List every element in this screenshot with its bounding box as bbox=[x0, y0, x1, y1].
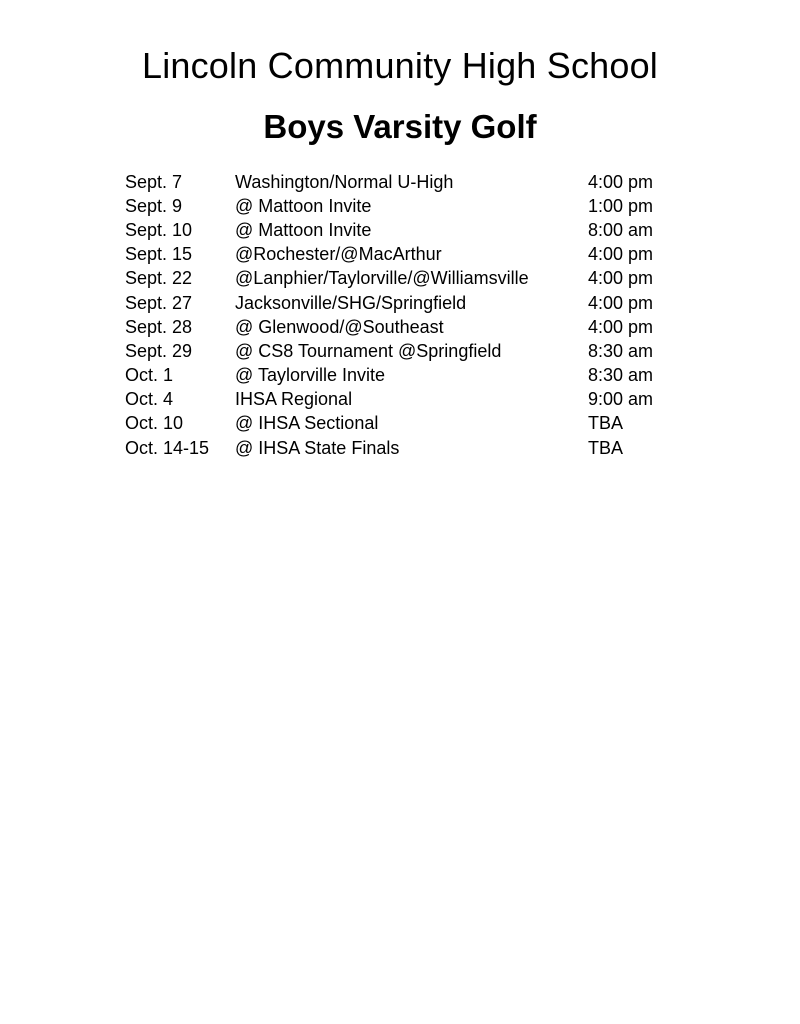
schedule-date: Sept. 28 bbox=[125, 316, 193, 337]
schedule-date: Oct. 10 bbox=[125, 413, 184, 434]
schedule-row: Sept. 9 @ Mattoon Invite 1:00 pm bbox=[125, 194, 725, 218]
schedule-time: 4:00 pm bbox=[588, 268, 654, 289]
schedule-time: 8:30 am bbox=[588, 365, 654, 386]
schedule-time: 4:00 pm bbox=[588, 171, 654, 192]
schedule-event: @ Mattoon Invite bbox=[235, 219, 372, 240]
schedule-row: Sept. 15 @Rochester/@MacArthur 4:00 pm bbox=[125, 243, 725, 267]
schedule-row: Oct. 4 IHSA Regional 9:00 am bbox=[125, 388, 725, 412]
schedule-event: @Lanphier/Taylorville/@Williamsville bbox=[235, 268, 529, 289]
schedule-time: 1:00 pm bbox=[588, 195, 654, 216]
schedule-date: Oct. 14-15 bbox=[125, 437, 210, 458]
schedule-date: Sept. 9 bbox=[125, 195, 183, 216]
schedule-date: Sept. 7 bbox=[125, 171, 183, 192]
schedule-row: Sept. 28 @ Glenwood/@Southeast 4:00 pm bbox=[125, 315, 725, 339]
schedule-date: Oct. 1 bbox=[125, 365, 174, 386]
schedule-event: @ IHSA Sectional bbox=[235, 413, 379, 434]
schedule-event: @ IHSA State Finals bbox=[235, 437, 400, 458]
schedule-event: @ CS8 Tournament @Springfield bbox=[235, 340, 502, 361]
schedule-time: 4:00 pm bbox=[588, 244, 654, 265]
schedule-time: TBA bbox=[588, 437, 624, 458]
schedule-event: @ Glenwood/@Southeast bbox=[235, 316, 444, 337]
schedule-date: Sept. 29 bbox=[125, 340, 193, 361]
schedule-row: Oct. 14-15 @ IHSA State Finals TBA bbox=[125, 436, 725, 460]
schedule-table: Sept. 7 Washington/Normal U-High 4:00 pm Se… bbox=[125, 170, 725, 460]
schedule-date: Sept. 22 bbox=[125, 268, 193, 289]
schedule-time: 4:00 pm bbox=[588, 316, 654, 337]
schedule-time: 9:00 am bbox=[588, 389, 654, 410]
page-subtitle: Boys Varsity Golf bbox=[263, 108, 537, 145]
schedule-time: 8:30 am bbox=[588, 340, 654, 361]
schedule-event: @ Taylorville Invite bbox=[235, 365, 385, 386]
schedule-time: TBA bbox=[588, 413, 624, 434]
schedule-date: Sept. 10 bbox=[125, 219, 193, 240]
schedule-date: Sept. 27 bbox=[125, 292, 193, 313]
schedule-time: 4:00 pm bbox=[588, 292, 654, 313]
schedule-event: Washington/Normal U-High bbox=[235, 171, 454, 192]
schedule-row: Sept. 7 Washington/Normal U-High 4:00 pm bbox=[125, 170, 725, 194]
schedule-date: Sept. 15 bbox=[125, 244, 193, 265]
schedule-row: Sept. 22 @Lanphier/Taylorville/@Williamsv… bbox=[125, 267, 725, 291]
schedule-event: @ Mattoon Invite bbox=[235, 195, 372, 216]
schedule-row: Oct. 10 @ IHSA Sectional TBA bbox=[125, 412, 725, 436]
schedule-row: Sept. 10 @ Mattoon Invite 8:00 am bbox=[125, 218, 725, 242]
schedule-event: Jacksonville/SHG/Springfield bbox=[235, 292, 467, 313]
schedule-event: @Rochester/@MacArthur bbox=[235, 244, 442, 265]
schedule-time: 8:00 am bbox=[588, 219, 654, 240]
page-title: Lincoln Community High School bbox=[141, 45, 659, 86]
schedule-row: Oct. 1 @ Taylorville Invite 8:30 am bbox=[125, 364, 725, 388]
schedule-event: IHSA Regional bbox=[235, 389, 353, 410]
schedule-row: Sept. 29 @ CS8 Tournament @Springfield 8:3… bbox=[125, 339, 725, 363]
schedule-date: Oct. 4 bbox=[125, 389, 174, 410]
schedule-row: Sept. 27 Jacksonville/SHG/Springfield 4:00… bbox=[125, 291, 725, 315]
